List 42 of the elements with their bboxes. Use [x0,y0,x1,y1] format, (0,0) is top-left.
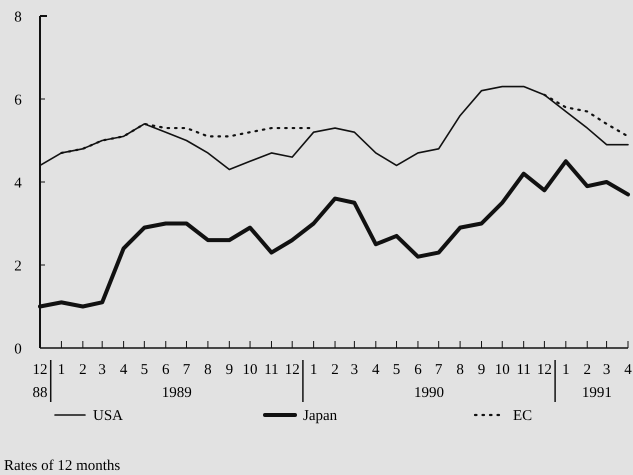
x-tick-label: 4 [372,362,380,378]
x-tick-label: 9 [226,362,234,378]
x-tick-label: 8 [204,362,212,378]
x-tick-label: 2 [583,362,591,378]
legend-label: USA [93,408,124,424]
x-tick-label: 10 [242,362,258,378]
x-tick-label: 12 [284,362,300,378]
text: 1990 [414,385,444,401]
x-tick-label: 9 [478,362,486,378]
x-tick-label: 5 [140,362,148,378]
x-tick-label: 6 [162,362,170,378]
x-tick-label: 7 [182,362,191,378]
x-tick-label: 11 [264,362,279,378]
y-tick-label: 0 [14,341,22,358]
y-tick-label: 8 [14,9,22,26]
x-tick-label: 3 [602,362,610,378]
x-tick-label: 3 [98,362,106,378]
x-tick-label: 3 [350,362,358,378]
x-tick-label: 6 [414,362,422,378]
legend-label: EC [513,408,532,424]
x-tick-label: 11 [516,362,531,378]
text: 1991 [582,385,612,401]
x-tick-label: 2 [79,362,87,378]
y-tick-label: 2 [14,258,22,274]
text: 88 [32,385,48,401]
x-tick-label: 2 [331,362,339,378]
x-tick-label: 5 [392,362,400,378]
x-tick-label: 12 [32,362,48,378]
x-tick-label: 12 [536,362,552,378]
text: 1989 [162,385,192,401]
legend-label: Japan [303,408,338,424]
x-tick-label: 7 [434,362,443,378]
y-tick-label: 4 [14,175,22,192]
x-tick-label: 1 [58,362,66,378]
text: Rates of 12 months [4,458,120,474]
x-tick-label: 8 [456,362,464,378]
x-tick-label: 4 [120,362,128,378]
y-tick-label: 6 [14,92,22,108]
x-tick-label: 4 [624,362,632,378]
x-tick-label: 1 [310,362,318,378]
x-tick-label: 1 [562,362,570,378]
x-tick-label: 10 [494,362,510,378]
